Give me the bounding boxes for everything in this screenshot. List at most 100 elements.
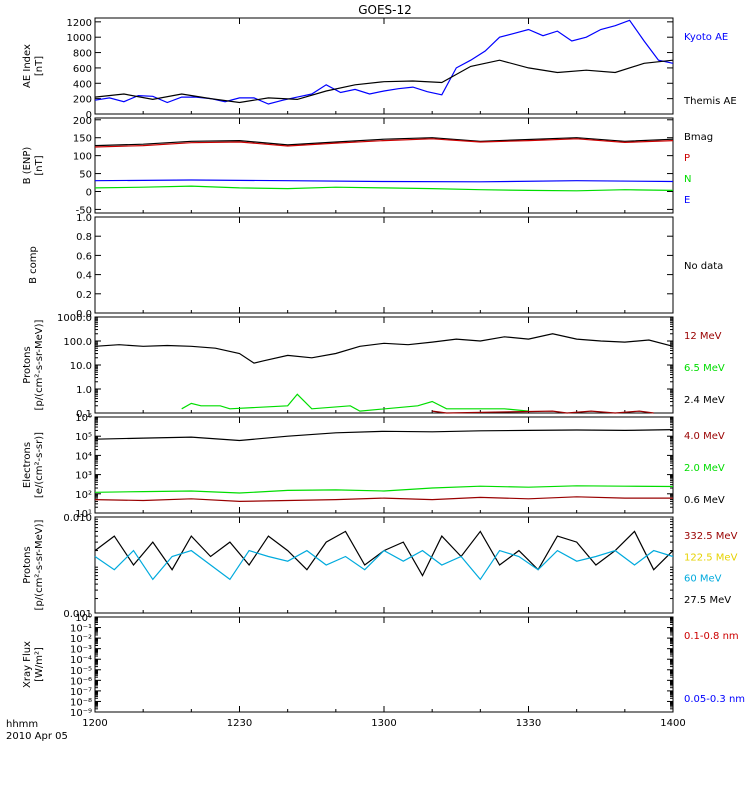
y-tick-label: 10.0	[70, 361, 92, 372]
legend-entry: 12 MeV	[684, 331, 722, 342]
y-axis-label: Electrons	[22, 442, 33, 488]
y-tick-label: 10⁶	[75, 413, 92, 424]
series-line-2-0-mev	[94, 485, 674, 494]
y-tick-label: 600	[73, 64, 92, 75]
x-tick-label: 1300	[371, 718, 396, 729]
y-tick-label: 10⁻⁹	[70, 708, 92, 719]
y-axis-label: [e/(cm²-s-sr)]	[34, 432, 45, 498]
legend-entry: P	[684, 153, 690, 164]
legend-entry: 6.5 MeV	[684, 363, 725, 374]
y-tick-label: 0.010	[63, 513, 92, 524]
x-tick-label: 1200	[82, 718, 107, 729]
y-tick-label: 150	[73, 134, 92, 145]
y-axis-label: B (ENP)	[22, 147, 33, 185]
y-tick-label: 400	[73, 79, 92, 90]
y-axis-label: Xray Flux	[22, 641, 33, 688]
y-tick-label: 0.001	[63, 609, 92, 620]
y-tick-label: 10⁻⁷	[70, 687, 92, 698]
panel-frame	[94, 516, 674, 614]
legend-entry: 2.4 MeV	[684, 395, 725, 406]
y-tick-label: 1200	[67, 18, 92, 29]
y-axis-label: [nT]	[34, 155, 45, 175]
legend-entry: No data	[684, 261, 723, 272]
y-axis-label: B comp	[28, 246, 39, 284]
legend-entry: Bmag	[684, 132, 713, 143]
legend-entry: 332.5 MeV	[684, 531, 738, 542]
legend-entry: Themis AE	[683, 96, 737, 107]
y-tick-label: 1000	[67, 33, 92, 44]
y-tick-label: 0	[86, 110, 92, 121]
y-axis-label: Protons	[22, 546, 33, 583]
y-tick-label: 100	[73, 152, 92, 163]
series-line-p	[94, 138, 674, 148]
y-tick-label: 10⁵	[75, 432, 92, 443]
panel-5: 10¹ 10² 10³ 10⁴ 10⁵ 10⁶ Electrons [e/(cm²-s-sr)…	[22, 413, 725, 520]
series-line-n	[94, 185, 674, 192]
legend-entry: 0.1-0.8 nm	[684, 631, 739, 642]
x-tick-label: 1230	[227, 718, 252, 729]
legend-entry: N	[684, 174, 691, 185]
x-tick-label: 1400	[660, 718, 685, 729]
y-tick-label: 10³	[75, 471, 92, 482]
y-tick-label: 10⁻²	[70, 634, 92, 645]
y-tick-label: 200	[73, 116, 92, 127]
series-line-60-mev	[94, 549, 674, 581]
legend-entry: 4.0 MeV	[684, 431, 725, 442]
legend-entry: 60 MeV	[684, 574, 722, 585]
y-tick-label: 10⁻⁵	[70, 666, 92, 677]
series-line-kyoto-ae	[94, 19, 674, 105]
y-tick-label: 0.6	[76, 251, 92, 262]
legend-entry: 27.5 MeV	[684, 595, 731, 606]
y-tick-label: 800	[73, 49, 92, 60]
legend-entry: E	[684, 195, 690, 206]
y-tick-label: 10⁻⁶	[70, 676, 92, 687]
panel-2: -50 0 50 100 150 200 B (ENP) [nT] Bmag PNE	[22, 116, 713, 217]
y-tick-label: 1000.0	[57, 313, 92, 324]
panel-frame	[94, 616, 674, 713]
series-line-12-mev	[432, 410, 654, 414]
y-tick-label: 10⁻³	[70, 645, 92, 656]
y-tick-label: 50	[79, 170, 92, 181]
y-tick-label: 10²	[75, 490, 92, 501]
series-line-0-6-mev	[94, 429, 674, 442]
panel-6: 0.001 0.010 Protons [p/(cm²-s-sr-MeV)] 332.5…	[22, 513, 738, 620]
series-line-2-4-mev	[94, 333, 674, 364]
y-tick-label: 10¹	[75, 509, 92, 520]
panel-frame	[94, 117, 674, 214]
panel-frame	[94, 17, 674, 115]
y-axis-label: [nT]	[34, 56, 45, 76]
panel-1: 0 200 400 600 800 1000 1200 AE Index [nT] Kyoto A…	[22, 17, 737, 121]
legend-entry: 0.05-0.3 nm	[684, 694, 745, 705]
y-tick-label: 200	[73, 95, 92, 106]
y-tick-label: 0	[86, 187, 92, 198]
y-axis-label: [p/(cm²-s-sr-MeV)]	[34, 519, 45, 610]
series-line-bmag	[94, 137, 674, 147]
y-tick-label: 0.0	[76, 309, 92, 320]
series-line-e	[94, 179, 674, 183]
legend-entry: 0.6 MeV	[684, 495, 725, 506]
series-line-themis-ae	[94, 59, 674, 104]
y-axis-label: AE Index	[22, 44, 33, 88]
legend-entry: Kyoto AE	[684, 32, 728, 43]
y-axis-label: Protons	[22, 346, 33, 383]
y-tick-label: 100.0	[63, 337, 92, 348]
y-axis-label: [p/(cm²-s-sr-MeV)]	[34, 319, 45, 410]
y-tick-label: 10⁰	[75, 613, 92, 624]
y-tick-label: 0.1	[76, 409, 92, 420]
y-tick-label: 10⁴	[75, 451, 92, 462]
series-line-4-0-mev	[94, 496, 673, 503]
legend-entry: 122.5 MeV	[684, 552, 738, 563]
page-title: GOES-12	[358, 3, 412, 17]
y-tick-label: 0.2	[76, 290, 92, 301]
y-tick-label: 1.0	[76, 213, 92, 224]
y-axis-label: [W/m²]	[34, 647, 45, 682]
x-tick-label: 1330	[516, 718, 541, 729]
footer-hhmm: hhmm	[6, 719, 38, 730]
series-line-6-5-mev	[181, 393, 529, 412]
y-tick-label: 10⁻⁸	[70, 697, 92, 708]
panel-3: 0.0 0.2 0.4 0.6 0.8 1.0 B comp No data	[28, 213, 723, 320]
y-tick-label: 0.8	[76, 232, 92, 243]
